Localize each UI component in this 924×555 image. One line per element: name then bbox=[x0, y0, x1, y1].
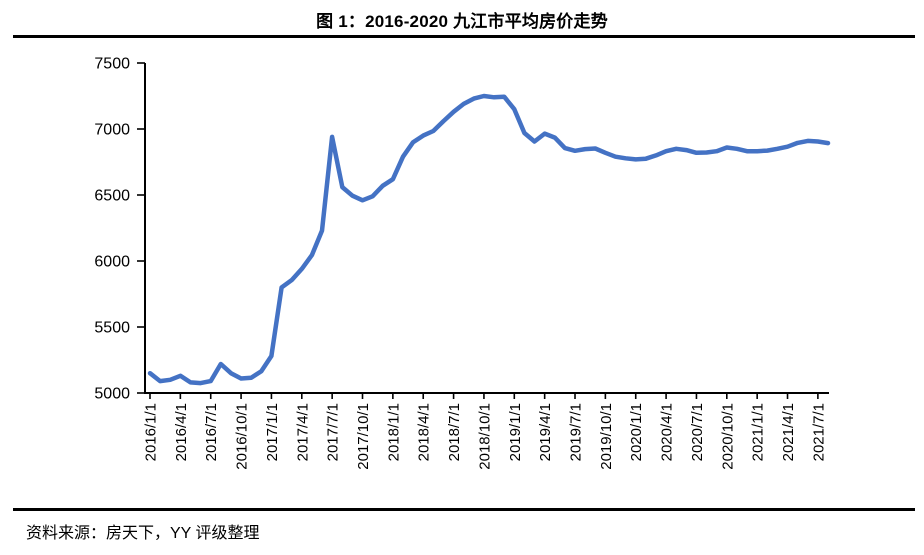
x-tick-label: 2020/1/1 bbox=[628, 403, 645, 461]
x-tick-label: 2016/1/1 bbox=[143, 403, 160, 461]
x-tick-label: 2018/10/1 bbox=[476, 403, 493, 470]
x-tick-label: 2021/7/1 bbox=[810, 403, 827, 461]
x-tick-label: 2021/1/1 bbox=[750, 403, 767, 461]
title-divider bbox=[13, 35, 915, 38]
x-tick-label: 2020/10/1 bbox=[719, 403, 736, 470]
figure-title: 图 1：2016-2020 九江市平均房价走势 bbox=[316, 12, 608, 31]
x-tick-label: 2017/7/1 bbox=[325, 403, 342, 461]
x-tick-label: 2020/4/1 bbox=[659, 403, 676, 461]
x-tick-label: 2016/4/1 bbox=[173, 403, 190, 461]
x-tick-label: 2016/10/1 bbox=[234, 403, 251, 470]
x-tick-label: 2019/7/1 bbox=[568, 403, 585, 461]
x-tick-label: 2019/1/1 bbox=[507, 403, 524, 461]
y-tick-label: 7500 bbox=[94, 56, 130, 73]
y-tick-label: 5000 bbox=[94, 386, 130, 403]
x-tick-label: 2019/10/1 bbox=[598, 403, 615, 470]
x-tick-label: 2018/7/1 bbox=[446, 403, 463, 461]
footer-divider bbox=[13, 508, 915, 511]
data-source: 资料来源：房天下，YY 评级整理 bbox=[26, 525, 260, 542]
y-tick-label: 6500 bbox=[94, 188, 130, 205]
x-tick-label: 2016/7/1 bbox=[203, 403, 220, 461]
price-series-line bbox=[147, 93, 831, 386]
y-tick-label: 6000 bbox=[94, 254, 130, 271]
x-tick-label: 2018/4/1 bbox=[416, 403, 433, 461]
x-tick-label: 2017/4/1 bbox=[294, 403, 311, 461]
x-tick-label: 2017/10/1 bbox=[355, 403, 372, 470]
x-tick-label: 2021/4/1 bbox=[780, 403, 797, 461]
x-tick-label: 2017/1/1 bbox=[264, 403, 281, 461]
x-tick-label: 2019/4/1 bbox=[537, 403, 554, 461]
x-tick-label: 2020/7/1 bbox=[689, 403, 706, 461]
y-tick-label: 5500 bbox=[94, 320, 130, 337]
x-tick-label: 2018/1/1 bbox=[385, 403, 402, 461]
y-tick-label: 7000 bbox=[94, 122, 130, 139]
